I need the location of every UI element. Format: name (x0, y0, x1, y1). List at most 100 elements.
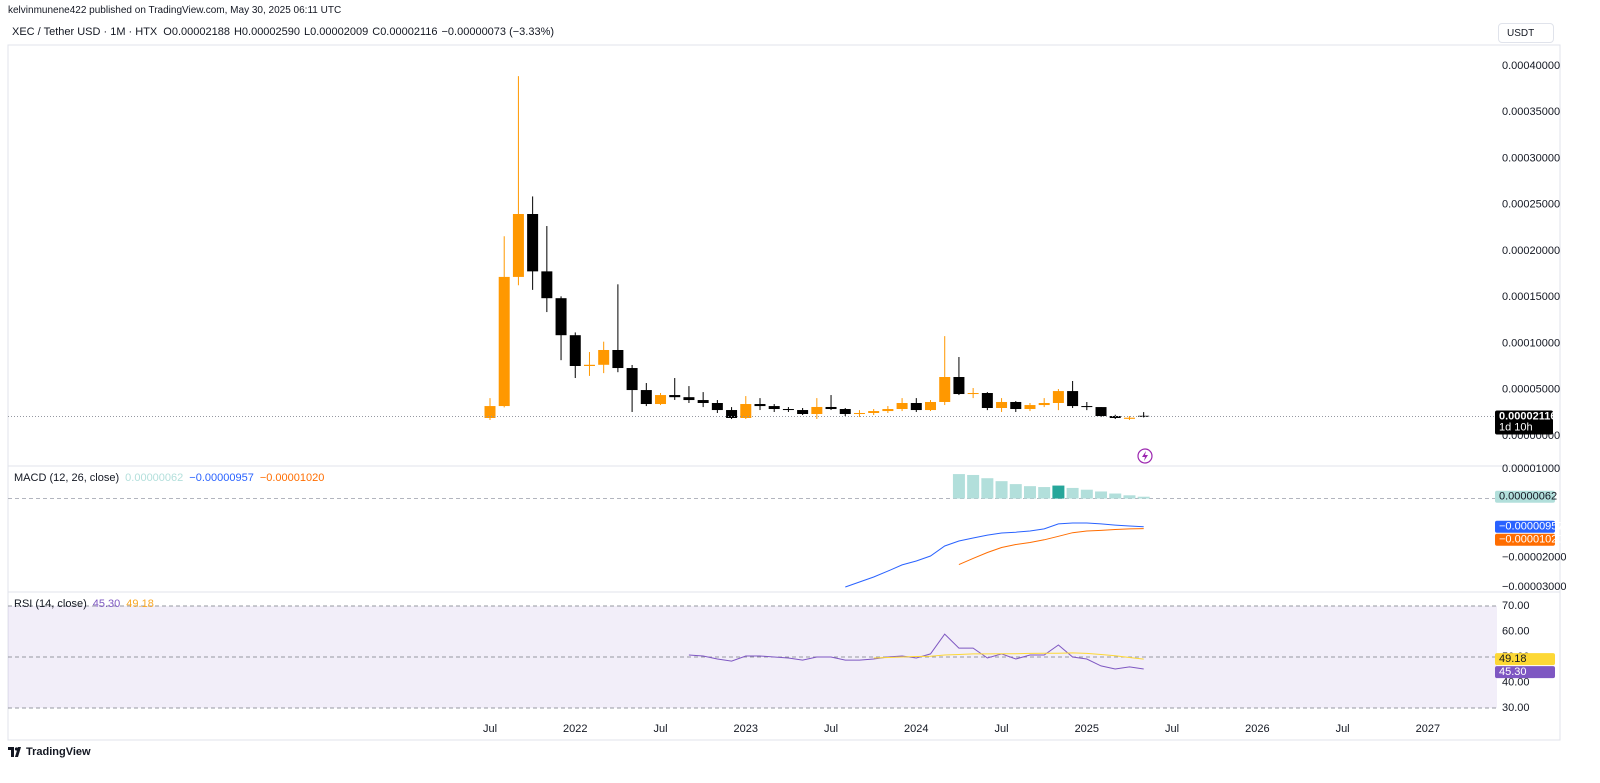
price-tag: 0.00002116 (1499, 410, 1557, 422)
rsi-legend-value: 45.30 (92, 598, 121, 610)
candle-body (967, 393, 979, 395)
rsi-legend: RSI (14, close) 45.30 49.18 (14, 598, 154, 610)
candle-body (896, 403, 908, 410)
macd-title: MACD (12, 26, close) (14, 472, 120, 484)
alert-icon (1137, 448, 1153, 464)
rsi-ma-tag-bg (1495, 653, 1555, 666)
histogram-tag: 0.00000062 (1499, 491, 1557, 503)
candle-body (839, 409, 851, 415)
histogram-bar (1080, 489, 1093, 499)
candle-body (754, 404, 766, 407)
x-tick-label: Jul (1336, 723, 1350, 735)
y-tick-label: 60.00 (1502, 625, 1530, 637)
candle-body (925, 401, 937, 411)
ohlc-value: L0.00002009 (304, 26, 369, 38)
published-line: kelvinmunene422 published on TradingView… (8, 5, 342, 16)
candle-body (655, 395, 667, 405)
y-tick-label: 0.00001000 (1502, 463, 1560, 475)
candle-body (1052, 391, 1064, 404)
candle-body (853, 412, 865, 415)
x-tick-label: 2023 (734, 723, 758, 735)
currency-button[interactable]: USDT (1498, 23, 1554, 43)
y-tick-label: 0.00005000 (1502, 384, 1560, 396)
candle-body (996, 401, 1008, 408)
ohlc-value: C0.00002116 (372, 26, 438, 38)
candle-body (711, 403, 723, 411)
y-tick-label: 0.00035000 (1502, 106, 1560, 118)
x-tick-label: 2026 (1245, 723, 1269, 735)
rsi-tag-bg (1495, 666, 1555, 679)
y-tick-label: −0.00003000 (1502, 581, 1567, 593)
macd-legend: MACD (12, 26, close) 0.00000062 −0.000009… (14, 472, 324, 484)
candle-body (1109, 416, 1121, 418)
histogram-bar (1038, 487, 1051, 499)
ohlc-value: H0.00002590 (233, 26, 301, 38)
x-tick-label: Jul (995, 723, 1009, 735)
candle-body (612, 349, 624, 369)
histogram-bar (967, 474, 980, 499)
macd-legend-value: −0.00001020 (259, 472, 325, 484)
y-tick-label: 70.00 (1502, 600, 1530, 612)
histogram-bar (1095, 491, 1108, 499)
indicator-line (873, 652, 1144, 660)
candle-body (1081, 406, 1093, 408)
candle-body (1010, 401, 1022, 410)
candle-body (740, 404, 752, 418)
symbol-title: XEC / Tether USD · 1M · HTX (12, 26, 158, 38)
candle-body (939, 377, 951, 402)
x-tick-label: 2027 (1416, 723, 1440, 735)
x-tick-label: 2025 (1075, 723, 1099, 735)
rsi-tag: 45.30 (1499, 666, 1527, 678)
y-tick-label: 0.00015000 (1502, 291, 1560, 303)
candle-body (569, 335, 581, 366)
rsi-title: RSI (14, close) (14, 598, 87, 610)
histogram-bar (1052, 485, 1065, 499)
candle-body (527, 214, 539, 272)
candle-body (868, 411, 880, 413)
ohlc-value: O0.00002188 (163, 26, 230, 38)
y-tick-label: 0.00020000 (1502, 245, 1560, 257)
x-tick-label: Jul (824, 723, 838, 735)
histogram-bar (1137, 496, 1150, 499)
macd-tag-bg (1495, 520, 1555, 533)
candle-body (512, 214, 524, 277)
candle-body (1024, 405, 1036, 410)
candle-body (1038, 403, 1050, 406)
price-tag-bg (1495, 410, 1553, 435)
candle-body (1067, 391, 1079, 407)
rsi-ma-legend-value: 49.18 (126, 598, 154, 610)
y-tick-label: −0.00002000 (1502, 551, 1567, 563)
histogram-bar (1109, 493, 1122, 499)
x-tick-label: Jul (483, 723, 497, 735)
main-legend: XEC / Tether USD · 1M · HTX O0.00002188 H… (12, 26, 554, 38)
candle-body (626, 368, 638, 391)
candle-body (541, 271, 553, 299)
candle-body (498, 276, 510, 407)
histogram-bar (952, 474, 965, 499)
x-tick-label: Jul (653, 723, 667, 735)
candle-body (782, 409, 794, 411)
histogram-tag-bg (1495, 490, 1555, 503)
candle-body (1095, 407, 1107, 417)
y-tick-label: 0.00010000 (1502, 337, 1560, 349)
x-tick-label: Jul (1165, 723, 1179, 735)
candle-body (981, 393, 993, 408)
candle-body (797, 410, 809, 415)
macd-tag-bg (1495, 533, 1555, 546)
histogram-bar (1066, 487, 1079, 499)
candle-body (669, 395, 681, 398)
y-tick-label: 0.00025000 (1502, 199, 1560, 211)
x-tick-label: 2022 (563, 723, 587, 735)
candle-body (825, 406, 837, 410)
y-tick-label: 30.00 (1502, 702, 1530, 714)
y-tick-label: 40.00 (1502, 676, 1530, 688)
price-countdown: 1d 10h (1499, 421, 1533, 433)
candle-body (484, 406, 496, 418)
brand-icon (8, 747, 21, 757)
candle-body (1138, 415, 1150, 417)
brand: TradingView (8, 746, 91, 758)
candle-body (640, 390, 652, 405)
chart-frame (7, 44, 1561, 741)
